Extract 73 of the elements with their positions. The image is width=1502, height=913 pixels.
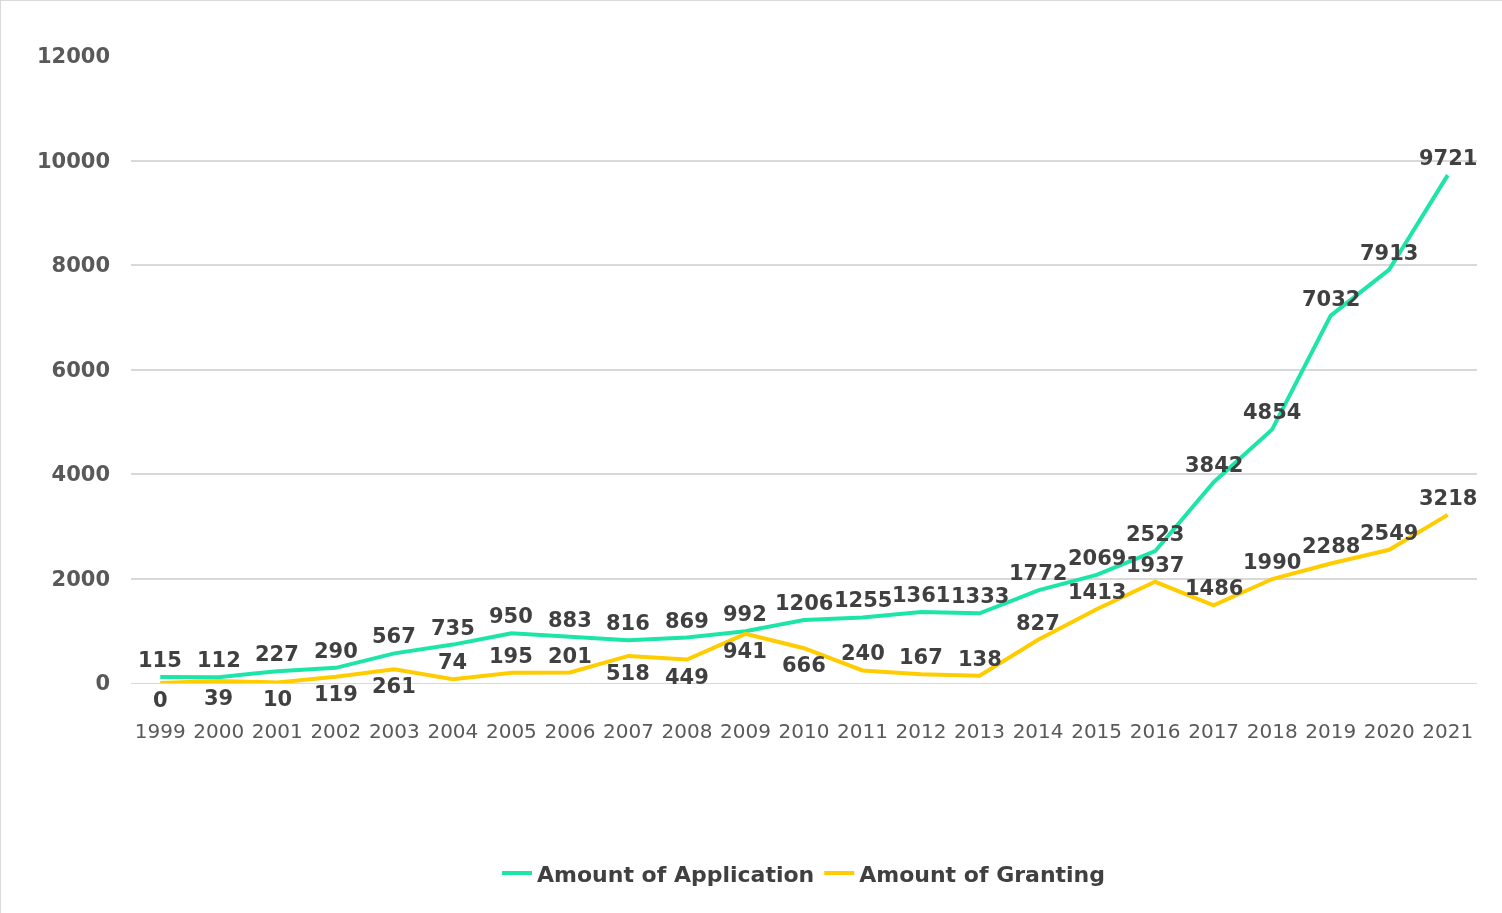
data-label: 950 [489,604,533,628]
data-label: 1361 [892,583,951,607]
data-label: 827 [1016,611,1060,635]
data-label: 2069 [1068,546,1127,570]
x-tick-label: 2009 [720,719,771,743]
y-tick-label: 2000 [51,566,110,591]
x-tick-label: 2012 [895,719,947,743]
data-label: 883 [548,608,592,632]
data-label: 167 [899,645,943,669]
data-label: 115 [138,648,182,672]
x-tick-label: 2000 [193,719,245,743]
x-tick-label: 2003 [368,719,420,743]
data-label: 240 [841,641,885,665]
x-tick-label: 2001 [251,719,303,743]
x-tick-label: 2020 [1363,719,1415,743]
data-label: 567 [372,624,416,648]
x-tick-label: 1999 [134,719,186,743]
data-label: 112 [197,648,241,672]
data-label: 2288 [1302,534,1361,558]
data-label: 138 [958,647,1002,671]
x-tick-label: 2014 [1012,719,1064,743]
y-tick-label: 6000 [51,357,110,382]
y-tick-label: 10000 [36,148,110,173]
legend-label: Amount of Granting [859,861,1106,887]
x-tick-label: 2021 [1422,719,1474,743]
x-tick-label: 2016 [1129,719,1181,743]
x-tick-label: 2006 [544,719,596,743]
data-label: 869 [665,609,709,633]
x-tick-label: 2015 [1071,719,1123,743]
data-label: 992 [723,602,767,626]
data-label: 39 [204,686,234,710]
legend-label: Amount of Application [537,861,815,887]
data-label: 227 [255,642,299,666]
data-label: 1206 [775,591,834,615]
data-label: 1255 [834,588,893,612]
x-tick-label: 2008 [661,719,713,743]
data-label: 1333 [951,584,1010,608]
y-tick-label: 0 [95,671,110,696]
data-label: 666 [782,653,826,677]
data-label: 816 [606,611,650,635]
data-label: 2549 [1360,521,1419,545]
x-tick-label: 2002 [310,719,362,743]
x-tick-label: 2013 [954,719,1006,743]
data-label: 1486 [1185,576,1244,600]
x-tick-label: 2004 [427,719,479,743]
y-tick-label: 4000 [51,462,110,487]
data-label: 3218 [1419,486,1478,510]
data-label: 518 [606,661,650,685]
data-label: 1772 [1009,561,1068,585]
x-tick-label: 2011 [837,719,888,743]
data-label: 449 [665,665,709,689]
data-label: 201 [548,644,592,668]
data-label: 1937 [1126,553,1185,577]
data-label: 9721 [1419,146,1478,170]
data-label: 119 [314,682,358,706]
x-tick-label: 2005 [485,719,537,743]
x-tick-label: 2017 [1188,719,1240,743]
y-tick-label: 8000 [51,253,110,278]
data-label: 290 [314,639,358,663]
y-tick-label: 12000 [36,44,110,69]
data-label: 261 [372,674,416,698]
data-label: 195 [489,644,533,668]
x-tick-label: 2019 [1305,719,1357,743]
data-label: 735 [431,616,475,640]
data-label: 0 [153,688,168,712]
data-label: 1990 [1243,550,1302,574]
x-tick-label: 2018 [1246,719,1298,743]
x-tick-label: 2010 [778,719,830,743]
data-label: 74 [438,650,468,674]
data-label: 941 [723,639,767,663]
data-label: 10 [263,687,293,711]
x-tick-label: 2007 [602,719,654,743]
data-label: 1413 [1068,580,1127,604]
